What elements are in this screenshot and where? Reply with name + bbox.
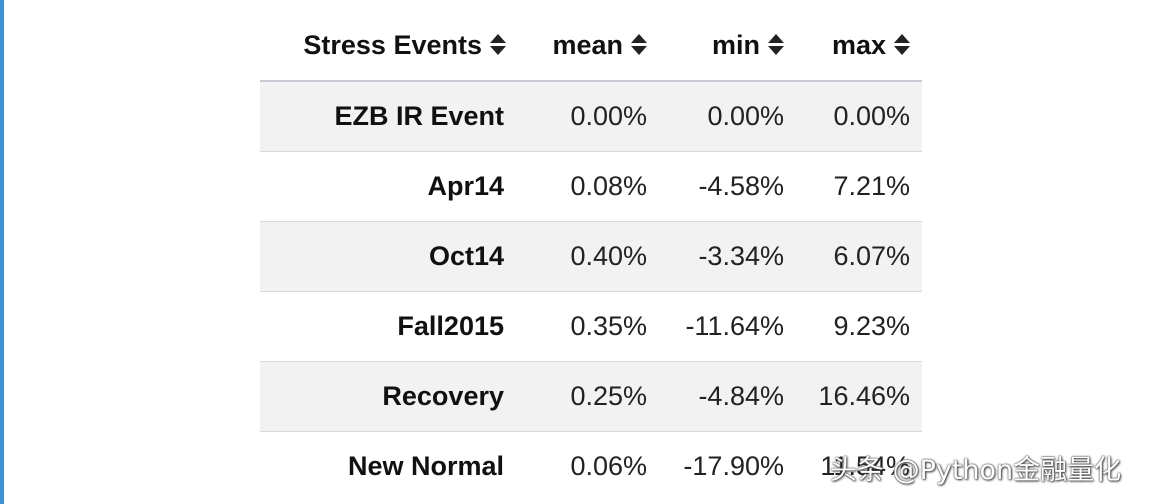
cell-max: 11.54%: [820, 450, 910, 481]
cell-mean: 0.08%: [518, 151, 659, 222]
left-accent-bar: [0, 0, 4, 504]
cell-min: -4.84%: [659, 361, 796, 432]
cell-min: 0.00%: [659, 81, 796, 152]
cell-mean: 0.35%: [518, 291, 659, 362]
table-row: New Normal 0.06% -17.90% 11.54%: [260, 431, 922, 501]
column-header-label: min: [711, 29, 760, 60]
cell-max: 9.23%: [796, 291, 922, 362]
sort-arrows-icon[interactable]: [490, 33, 506, 57]
column-header-label: mean: [552, 29, 623, 60]
cell-max: 16.46%: [796, 361, 922, 432]
sort-arrows-icon[interactable]: [894, 33, 910, 57]
table-header-row: Stress Events mean min max: [260, 10, 922, 82]
table-row: Oct14 0.40% -3.34% 6.07%: [260, 221, 922, 292]
cell-max: 7.21%: [796, 151, 922, 222]
table-row: Apr14 0.08% -4.58% 7.21%: [260, 151, 922, 222]
cell-min: -4.58%: [659, 151, 796, 222]
stress-events-table-container: Stress Events mean min max EZB IR Event …: [260, 10, 922, 501]
row-event-name: Recovery: [260, 361, 518, 432]
table-row: Recovery 0.25% -4.84% 16.46%: [260, 361, 922, 432]
row-event-name: Apr14: [260, 151, 518, 222]
column-header-label: Stress Events: [303, 29, 482, 60]
column-header-max[interactable]: max: [796, 10, 922, 82]
cell-max: 6.07%: [796, 221, 922, 292]
cell-mean: 0.00%: [518, 81, 659, 152]
sort-arrows-icon[interactable]: [631, 33, 647, 57]
cell-mean: 0.40%: [518, 221, 659, 292]
column-header-stress-events[interactable]: Stress Events: [260, 10, 518, 82]
table-row: EZB IR Event 0.00% 0.00% 0.00%: [260, 81, 922, 152]
cell-min: -3.34%: [659, 221, 796, 292]
column-header-label: max: [831, 29, 886, 60]
sort-arrows-icon[interactable]: [768, 33, 784, 57]
cell-mean: 0.25%: [518, 361, 659, 432]
cell-max: 0.00%: [796, 81, 922, 152]
column-header-min[interactable]: min: [659, 10, 796, 82]
cell-min: -11.64%: [659, 291, 796, 362]
column-header-mean[interactable]: mean: [518, 10, 659, 82]
row-event-name: Oct14: [260, 221, 518, 292]
cell-mean: 0.06%: [570, 450, 647, 481]
row-event-name: New Normal: [347, 450, 504, 481]
row-event-name: EZB IR Event: [260, 81, 518, 152]
watermark: 头条 @Python金融量化: [830, 455, 1122, 486]
cell-min: -17.90%: [683, 450, 784, 481]
stress-events-table: Stress Events mean min max EZB IR Event …: [260, 10, 922, 501]
row-event-name: Fall2015: [260, 291, 518, 362]
table-row: Fall2015 0.35% -11.64% 9.23%: [260, 291, 922, 362]
